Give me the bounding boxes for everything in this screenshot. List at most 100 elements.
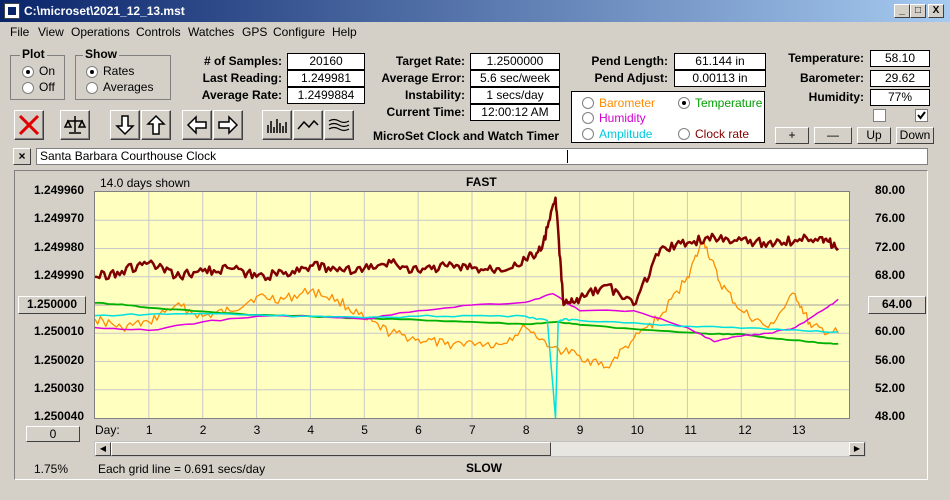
humidity-radio[interactable] bbox=[582, 112, 594, 124]
show-averages-label: Averages bbox=[103, 80, 154, 94]
barometer-label: Barometer: bbox=[799, 71, 864, 85]
chart-frame bbox=[14, 170, 928, 480]
menu-gps[interactable]: GPS bbox=[242, 25, 268, 39]
temperature-legend: Temperature bbox=[695, 96, 763, 110]
menu-controls[interactable]: Controls bbox=[136, 25, 181, 39]
clock-rate-line bbox=[94, 196, 839, 307]
scroll-left-button[interactable]: ◀ bbox=[95, 442, 111, 456]
show-group-title: Show bbox=[83, 47, 119, 61]
clock-name-input[interactable]: Santa Barbara Courthouse Clock bbox=[36, 148, 928, 165]
app-icon bbox=[4, 3, 20, 19]
line-graph-button[interactable] bbox=[293, 110, 323, 140]
arrow-right-button[interactable] bbox=[213, 110, 243, 140]
grid-note: Each grid line = 0.691 secs/day bbox=[98, 462, 266, 476]
last-reading-value: 1.249981 bbox=[287, 70, 365, 87]
scale-icon bbox=[63, 116, 87, 134]
scroll-right-button[interactable]: ▶ bbox=[849, 442, 865, 456]
stop-button[interactable] bbox=[14, 110, 44, 140]
show-rates-radio[interactable] bbox=[86, 66, 98, 78]
center-temperature-button[interactable]: 64.00 bbox=[868, 296, 926, 314]
plot-on-radio[interactable] bbox=[22, 66, 34, 78]
humidity-line bbox=[94, 292, 839, 343]
y-left-tick-label: 1.249990 bbox=[33, 267, 84, 282]
menu-operations[interactable]: Operations bbox=[71, 25, 130, 39]
down-button[interactable]: Down bbox=[896, 127, 934, 144]
temperature-line bbox=[94, 301, 839, 345]
multi-line-button[interactable] bbox=[324, 110, 354, 140]
histogram-button[interactable] bbox=[262, 110, 292, 140]
offset-zero-button[interactable]: 0 bbox=[26, 426, 80, 442]
clock-rate-radio[interactable] bbox=[678, 128, 690, 140]
plot-off-radio[interactable] bbox=[22, 82, 34, 94]
barometer-radio[interactable] bbox=[582, 97, 594, 109]
histogram-icon bbox=[267, 119, 287, 133]
x-tick-label: 12 bbox=[738, 423, 752, 437]
text-cursor bbox=[567, 150, 568, 163]
right-checkbox[interactable] bbox=[915, 109, 928, 122]
barometer-legend: Barometer bbox=[599, 96, 656, 110]
window-title: C:\microset\2021_12_13.mst bbox=[24, 4, 185, 18]
clock-rate-legend: Clock rate bbox=[695, 127, 750, 141]
instability-label: Instability: bbox=[404, 88, 465, 102]
y-left-tick-label: 1.249960 bbox=[33, 183, 84, 197]
humidity-legend: Humidity bbox=[599, 111, 646, 125]
menu-help[interactable]: Help bbox=[332, 25, 357, 39]
samples-label: # of Samples: bbox=[203, 54, 282, 68]
menu-view[interactable]: View bbox=[38, 25, 64, 39]
x-tick-label: 10 bbox=[630, 423, 644, 437]
y-left-tick-label: 1.249970 bbox=[33, 211, 84, 226]
maximize-button[interactable]: □ bbox=[910, 4, 926, 18]
series-selector: Barometer Temperature Humidity Amplitude… bbox=[571, 91, 765, 143]
menu-watches[interactable]: Watches bbox=[188, 25, 235, 39]
check-icon bbox=[917, 111, 926, 120]
instability-value: 1 secs/day bbox=[470, 87, 560, 104]
arrow-down-button[interactable] bbox=[110, 110, 140, 140]
menu-configure[interactable]: Configure bbox=[273, 25, 326, 39]
target-rate-label: Target Rate: bbox=[395, 54, 465, 68]
arrow-left-button[interactable] bbox=[182, 110, 212, 140]
x-tick-label: 6 bbox=[415, 423, 422, 437]
close-button[interactable]: X bbox=[928, 4, 944, 18]
minimize-button[interactable]: _ bbox=[894, 4, 910, 18]
pend-length-label: Pend Length: bbox=[591, 54, 668, 68]
plot-on-label: On bbox=[39, 64, 56, 78]
plus-button[interactable]: + bbox=[775, 127, 809, 144]
y-left-tick-label: 1.249980 bbox=[33, 239, 84, 254]
plot-group bbox=[10, 55, 65, 100]
barometer-line bbox=[94, 239, 839, 369]
chart-svg bbox=[94, 192, 849, 419]
clock-name-text: Santa Barbara Courthouse Clock bbox=[40, 149, 217, 163]
days-shown-label: 14.0 days shown bbox=[100, 176, 191, 190]
down-arrow-icon bbox=[115, 115, 135, 136]
arrow-up-button[interactable] bbox=[141, 110, 171, 140]
center-rate-button[interactable]: 1.250000 bbox=[18, 296, 86, 314]
plot-group-title: Plot bbox=[20, 47, 47, 61]
menu-file[interactable]: File bbox=[10, 25, 30, 39]
up-arrow-icon bbox=[146, 114, 166, 135]
show-rates-label: Rates bbox=[103, 64, 135, 78]
amplitude-radio[interactable] bbox=[582, 128, 594, 140]
right-arrow-icon bbox=[218, 115, 239, 135]
plot-area[interactable] bbox=[94, 191, 850, 419]
average-error-label: Average Error: bbox=[381, 71, 465, 85]
x-tick-label: 2 bbox=[199, 423, 207, 437]
samples-value: 20160 bbox=[287, 53, 365, 70]
left-arrow-icon bbox=[186, 115, 207, 135]
amplitude-legend: Amplitude bbox=[599, 127, 653, 141]
clear-clock-name-button[interactable]: × bbox=[13, 148, 31, 165]
temperature-radio[interactable] bbox=[678, 97, 690, 109]
minus-button[interactable]: — bbox=[814, 127, 852, 144]
y-right-tick-label: 48.00 bbox=[875, 409, 906, 423]
scroll-thumb[interactable] bbox=[111, 442, 551, 456]
percent-label: 1.75% bbox=[34, 462, 69, 476]
x-tick-label: 13 bbox=[792, 423, 806, 437]
up-button[interactable]: Up bbox=[857, 127, 891, 144]
red-x-icon bbox=[18, 114, 40, 136]
average-error-value: 5.6 sec/week bbox=[470, 70, 560, 87]
show-averages-radio[interactable] bbox=[86, 82, 98, 94]
left-checkbox[interactable] bbox=[873, 109, 886, 122]
time-scrollbar[interactable]: ◀ ▶ bbox=[94, 441, 866, 457]
balance-button[interactable] bbox=[60, 110, 90, 140]
average-rate-label: Average Rate: bbox=[201, 88, 282, 102]
menu-bar: File View Operations Controls Watches GP… bbox=[0, 22, 950, 42]
